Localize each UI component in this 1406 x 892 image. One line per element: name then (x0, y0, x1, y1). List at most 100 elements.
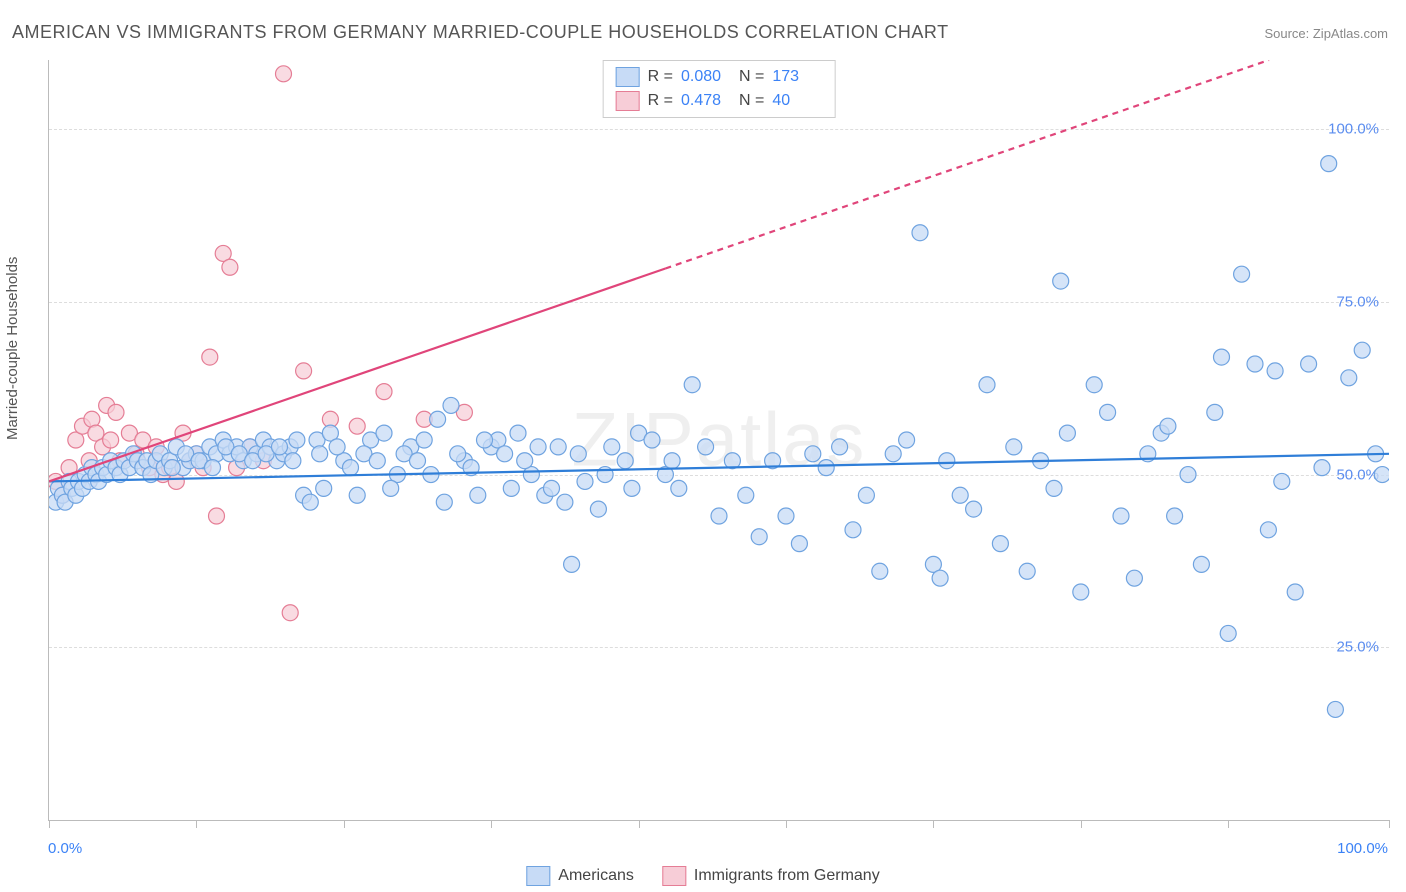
data-point (624, 480, 640, 496)
stat-n-value-immigrants: 40 (772, 89, 822, 113)
data-point (1053, 273, 1069, 289)
data-point (410, 453, 426, 469)
data-point (644, 432, 660, 448)
data-point (1006, 439, 1022, 455)
stat-r-value-americans: 0.080 (681, 65, 731, 89)
data-point (276, 66, 292, 82)
data-point (711, 508, 727, 524)
data-point (103, 432, 119, 448)
data-point (503, 480, 519, 496)
data-point (1374, 467, 1389, 483)
data-point (530, 439, 546, 455)
data-point (791, 536, 807, 552)
data-point (1167, 508, 1183, 524)
data-point (296, 363, 312, 379)
stat-r-value-immigrants: 0.478 (681, 89, 731, 113)
legend-label-americans: Americans (558, 867, 634, 885)
data-point (564, 556, 580, 572)
data-point (289, 432, 305, 448)
swatch-immigrants (616, 91, 640, 111)
data-point (992, 536, 1008, 552)
stat-n-label: N = (739, 65, 764, 89)
data-point (1220, 625, 1236, 641)
x-axis-min-label: 0.0% (48, 840, 82, 857)
y-axis-label: Married-couple Households (4, 257, 21, 440)
data-point (271, 439, 287, 455)
stat-r-label: R = (648, 65, 673, 89)
legend-item-americans: Americans (526, 866, 634, 886)
data-point (858, 487, 874, 503)
data-point (497, 446, 513, 462)
data-point (164, 460, 180, 476)
data-point (684, 377, 700, 393)
stat-r-label: R = (648, 89, 673, 113)
data-point (477, 432, 493, 448)
data-point (557, 494, 573, 510)
data-point (1287, 584, 1303, 600)
legend-item-immigrants: Immigrants from Germany (662, 866, 880, 886)
legend-label-immigrants: Immigrants from Germany (694, 867, 880, 885)
x-tick (1228, 820, 1229, 828)
data-point (1086, 377, 1102, 393)
data-point (550, 439, 566, 455)
data-point (671, 480, 687, 496)
legend-swatch-americans (526, 866, 550, 886)
stats-row-americans: R = 0.080 N = 173 (616, 65, 823, 89)
data-point (222, 259, 238, 275)
data-point (349, 487, 365, 503)
stat-n-label: N = (739, 89, 764, 113)
data-point (450, 446, 466, 462)
data-point (312, 446, 328, 462)
data-point (1207, 404, 1223, 420)
data-point (1073, 584, 1089, 600)
data-point (1341, 370, 1357, 386)
data-point (343, 460, 359, 476)
data-point (1321, 156, 1337, 172)
data-point (805, 446, 821, 462)
data-point (1260, 522, 1276, 538)
data-point (738, 487, 754, 503)
x-tick (196, 820, 197, 828)
x-tick (786, 820, 787, 828)
data-point (209, 508, 225, 524)
data-point (698, 439, 714, 455)
stat-n-value-americans: 173 (772, 65, 822, 89)
data-point (282, 605, 298, 621)
x-axis-max-label: 100.0% (1337, 840, 1388, 857)
x-tick (1389, 820, 1390, 828)
bottom-legend: Americans Immigrants from Germany (526, 866, 879, 886)
data-point (1113, 508, 1129, 524)
data-point (1274, 473, 1290, 489)
data-point (912, 225, 928, 241)
data-point (302, 494, 318, 510)
data-point (204, 460, 220, 476)
data-point (577, 473, 593, 489)
data-point (376, 384, 392, 400)
data-point (416, 432, 432, 448)
x-tick (1081, 820, 1082, 828)
data-point (1180, 467, 1196, 483)
data-point (1234, 266, 1250, 282)
data-point (1059, 425, 1075, 441)
data-point (1327, 701, 1343, 717)
data-point (1160, 418, 1176, 434)
data-point (778, 508, 794, 524)
data-point (604, 439, 620, 455)
data-point (818, 460, 834, 476)
data-point (436, 494, 452, 510)
data-point (590, 501, 606, 517)
data-point (470, 487, 486, 503)
data-point (510, 425, 526, 441)
data-point (1214, 349, 1230, 365)
data-point (1267, 363, 1283, 379)
data-point (570, 446, 586, 462)
data-point (376, 425, 392, 441)
data-point (369, 453, 385, 469)
data-point (1354, 342, 1370, 358)
x-tick (933, 820, 934, 828)
data-point (1301, 356, 1317, 372)
data-point (617, 453, 633, 469)
chart-title: AMERICAN VS IMMIGRANTS FROM GERMANY MARR… (12, 22, 949, 43)
data-point (383, 480, 399, 496)
data-point (845, 522, 861, 538)
